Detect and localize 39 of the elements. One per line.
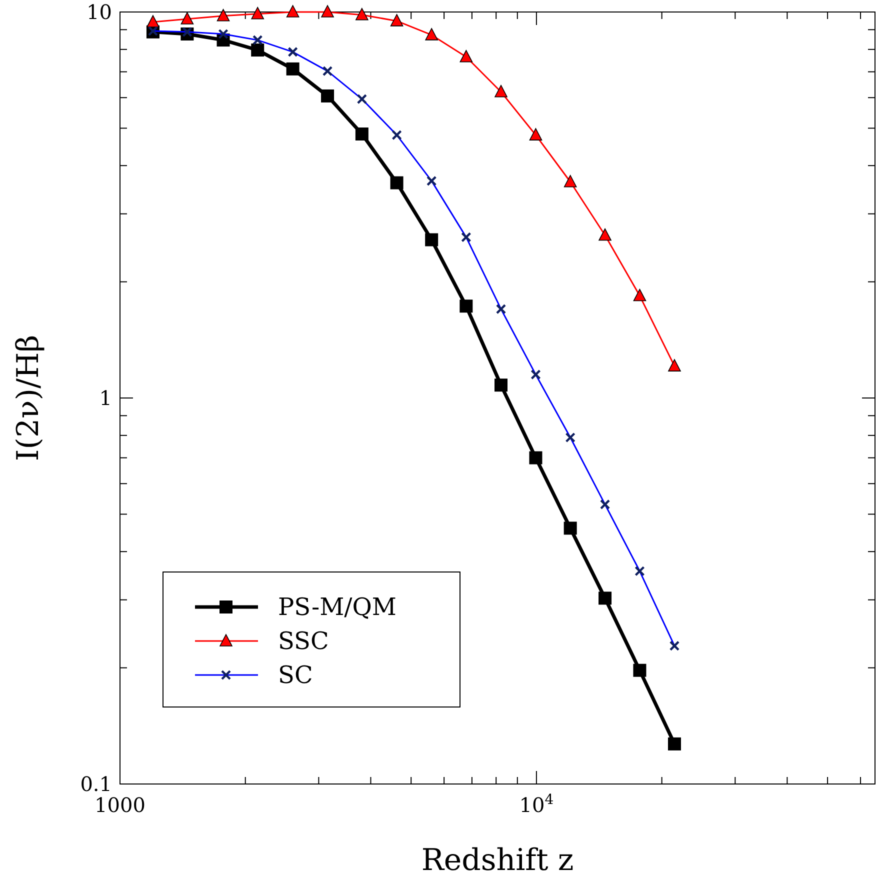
y-axis-title: I(2ν)/Hβ <box>11 334 46 462</box>
point <box>216 9 230 22</box>
point <box>598 228 612 241</box>
point <box>146 15 160 28</box>
point <box>321 5 334 18</box>
point <box>425 28 438 40</box>
point <box>529 128 542 140</box>
point <box>390 14 404 26</box>
legend-label: SSC <box>278 627 329 655</box>
point <box>633 288 646 302</box>
legend-label: SC <box>278 661 313 689</box>
x-tick-label: 10$^{4}$ <box>519 792 554 817</box>
point <box>425 233 438 246</box>
point <box>321 89 334 102</box>
point <box>286 5 300 18</box>
point <box>251 44 264 57</box>
point <box>180 12 194 24</box>
y-tick-label: 1 <box>99 386 112 410</box>
point <box>286 62 300 76</box>
point <box>460 300 473 313</box>
point <box>460 50 473 62</box>
y-tick-label: 0.1 <box>80 772 112 796</box>
point <box>390 176 404 190</box>
x-tick-label: 1000 <box>94 793 146 817</box>
point <box>633 664 646 677</box>
point <box>356 8 368 20</box>
point <box>529 451 542 464</box>
point <box>494 378 508 392</box>
point <box>251 6 264 20</box>
point <box>494 84 508 98</box>
point <box>564 174 577 188</box>
point <box>668 359 681 372</box>
x-axis-title: Redshift z <box>421 843 574 878</box>
point <box>598 592 612 605</box>
point <box>668 737 681 750</box>
point <box>564 522 577 535</box>
point <box>355 127 368 140</box>
legend-label: PS-M/QM <box>278 593 396 621</box>
y-tick-label: 10 <box>86 0 112 24</box>
